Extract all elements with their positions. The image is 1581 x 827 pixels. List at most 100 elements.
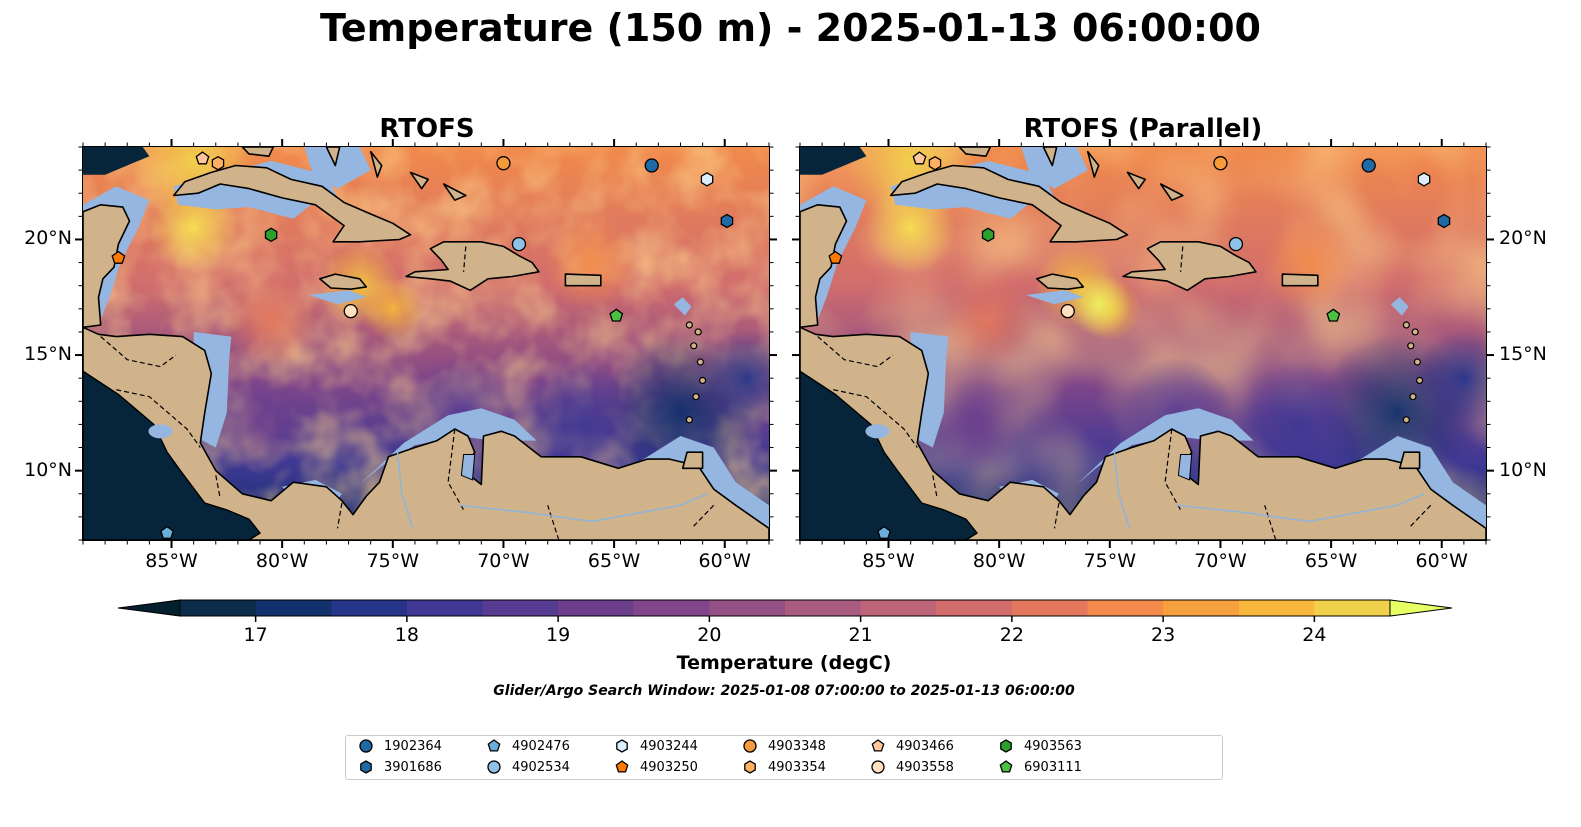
colorbar-bin [1011, 600, 1088, 616]
lon-tick-label: 65°W [587, 550, 641, 572]
colorbar-bin [1238, 600, 1315, 616]
colorbar-bin [860, 600, 937, 616]
float-marker-4903348[interactable] [496, 156, 511, 171]
legend-label: 4902476 [512, 738, 570, 754]
map-ticks-rtofs-parallel [792, 139, 1494, 548]
colorbar-bin [331, 600, 408, 616]
legend-item-3901686: 3901686 [358, 759, 442, 775]
colorbar-bin [936, 600, 1013, 616]
colorbar-bin [633, 600, 710, 616]
map-panel-rtofs-parallel[interactable] [799, 146, 1487, 541]
float-marker-1902364[interactable] [1361, 158, 1376, 173]
float-marker-4903466[interactable] [195, 151, 210, 165]
float-marker-4903250[interactable] [111, 250, 126, 264]
legend-item-4903250: 4903250 [614, 759, 698, 775]
float-marker-3901686[interactable] [1437, 213, 1451, 229]
float-marker-4902476[interactable] [160, 525, 175, 539]
float-marker-4903563[interactable] [981, 227, 995, 243]
lat-tick-label: 10°N [1499, 458, 1547, 481]
float-marker-4903244[interactable] [700, 172, 714, 187]
panel-title-rtofs: RTOFS [379, 114, 475, 144]
colorbar-tick-label: 23 [1151, 624, 1176, 646]
float-marker-4902534[interactable] [1228, 236, 1244, 252]
float-legend: 1902364 3901686 4902476 4902534 4903244 49032… [345, 735, 1223, 780]
colorbar-tick-label: 19 [546, 624, 571, 646]
colorbar-extend-high [1389, 599, 1453, 617]
float-marker-4903250[interactable] [828, 250, 843, 264]
legend-label: 4903348 [768, 738, 826, 754]
colorbar-bin [482, 600, 559, 616]
lon-tick-label: 75°W [1083, 550, 1137, 572]
colorbar-tick-label: 20 [697, 624, 722, 646]
float-marker-4903354[interactable] [211, 155, 225, 171]
colorbar-tick-label: 18 [394, 624, 419, 646]
panel-title-rtofs-parallel: RTOFS (Parallel) [1023, 114, 1263, 144]
map-panel-rtofs[interactable] [82, 146, 770, 541]
legend-label: 1902364 [384, 738, 442, 754]
colorbar-bin [1087, 600, 1164, 616]
colorbar-bin [558, 600, 635, 616]
lat-tick-label: 15°N [1499, 343, 1547, 366]
float-marker-4903563[interactable] [264, 227, 278, 243]
legend-item-4902534: 4902534 [486, 759, 570, 775]
legend-label: 4903244 [640, 738, 698, 754]
lon-tick-label: 60°W [1415, 550, 1468, 572]
float-marker-4903558[interactable] [1060, 303, 1075, 319]
float-marker-4903466[interactable] [912, 151, 927, 165]
legend-label: 3901686 [384, 759, 442, 775]
legend-marker-icon [359, 739, 373, 753]
legend-item-4903354: 4903354 [742, 759, 826, 775]
lon-tick-label: 65°W [1304, 550, 1358, 572]
legend-marker-icon [744, 760, 756, 774]
colorbar-bin [406, 600, 483, 616]
float-marker-1902364[interactable] [644, 158, 659, 173]
float-marker-4902534[interactable] [511, 236, 527, 252]
legend-marker-icon [743, 739, 757, 753]
lat-tick-label: 10°N [24, 458, 72, 481]
legend-label: 4903354 [768, 759, 826, 775]
colorbar-bin [255, 600, 332, 616]
lon-tick-label: 85°W [145, 550, 198, 572]
legend-item-4903466: 4903466 [870, 738, 954, 754]
legend-marker-icon [616, 739, 628, 753]
colorbar-bin [1314, 600, 1391, 616]
legend-marker-icon [999, 760, 1013, 773]
map-ticks-rtofs [75, 139, 777, 548]
legend-item-4903558: 4903558 [870, 759, 954, 775]
lon-tick-label: 70°W [477, 550, 530, 572]
map-canvas-rtofs-parallel [800, 147, 1486, 540]
colorbar-tick-label: 17 [243, 624, 268, 646]
legend-item-4903244: 4903244 [614, 738, 698, 754]
float-marker-4903354[interactable] [928, 155, 942, 171]
legend-item-4903563: 4903563 [998, 738, 1082, 754]
colorbar-bin [709, 600, 786, 616]
legend-item-6903111: 6903111 [998, 759, 1082, 775]
legend-marker-icon [871, 739, 885, 752]
legend-label: 4903250 [640, 759, 698, 775]
legend-marker-icon [871, 760, 885, 774]
legend-marker-icon [360, 760, 372, 774]
colorbar-tick-label: 21 [848, 624, 873, 646]
float-marker-6903111[interactable] [609, 308, 624, 322]
lon-tick-label: 85°W [862, 550, 915, 572]
map-canvas-rtofs [83, 147, 769, 540]
colorbar-label: Temperature (degC) [676, 652, 892, 674]
float-marker-4902476[interactable] [877, 525, 892, 539]
legend-marker-icon [615, 760, 629, 773]
float-marker-4903348[interactable] [1213, 156, 1228, 171]
legend-marker-icon [1000, 739, 1012, 753]
float-marker-3901686[interactable] [720, 213, 734, 229]
legend-label: 4902534 [512, 759, 570, 775]
float-marker-6903111[interactable] [1326, 308, 1341, 322]
lat-tick-label: 20°N [24, 227, 72, 250]
colorbar-tick-label: 22 [999, 624, 1024, 646]
colorbar-bin [180, 600, 257, 616]
colorbar-bin [1163, 600, 1240, 616]
legend-marker-icon [487, 760, 501, 774]
lon-tick-label: 70°W [1194, 550, 1247, 572]
float-marker-4903558[interactable] [343, 303, 358, 319]
legend-marker-icon [487, 739, 501, 752]
lon-tick-label: 80°W [255, 550, 309, 572]
float-marker-4903244[interactable] [1417, 172, 1431, 187]
legend-label: 4903558 [896, 759, 954, 775]
